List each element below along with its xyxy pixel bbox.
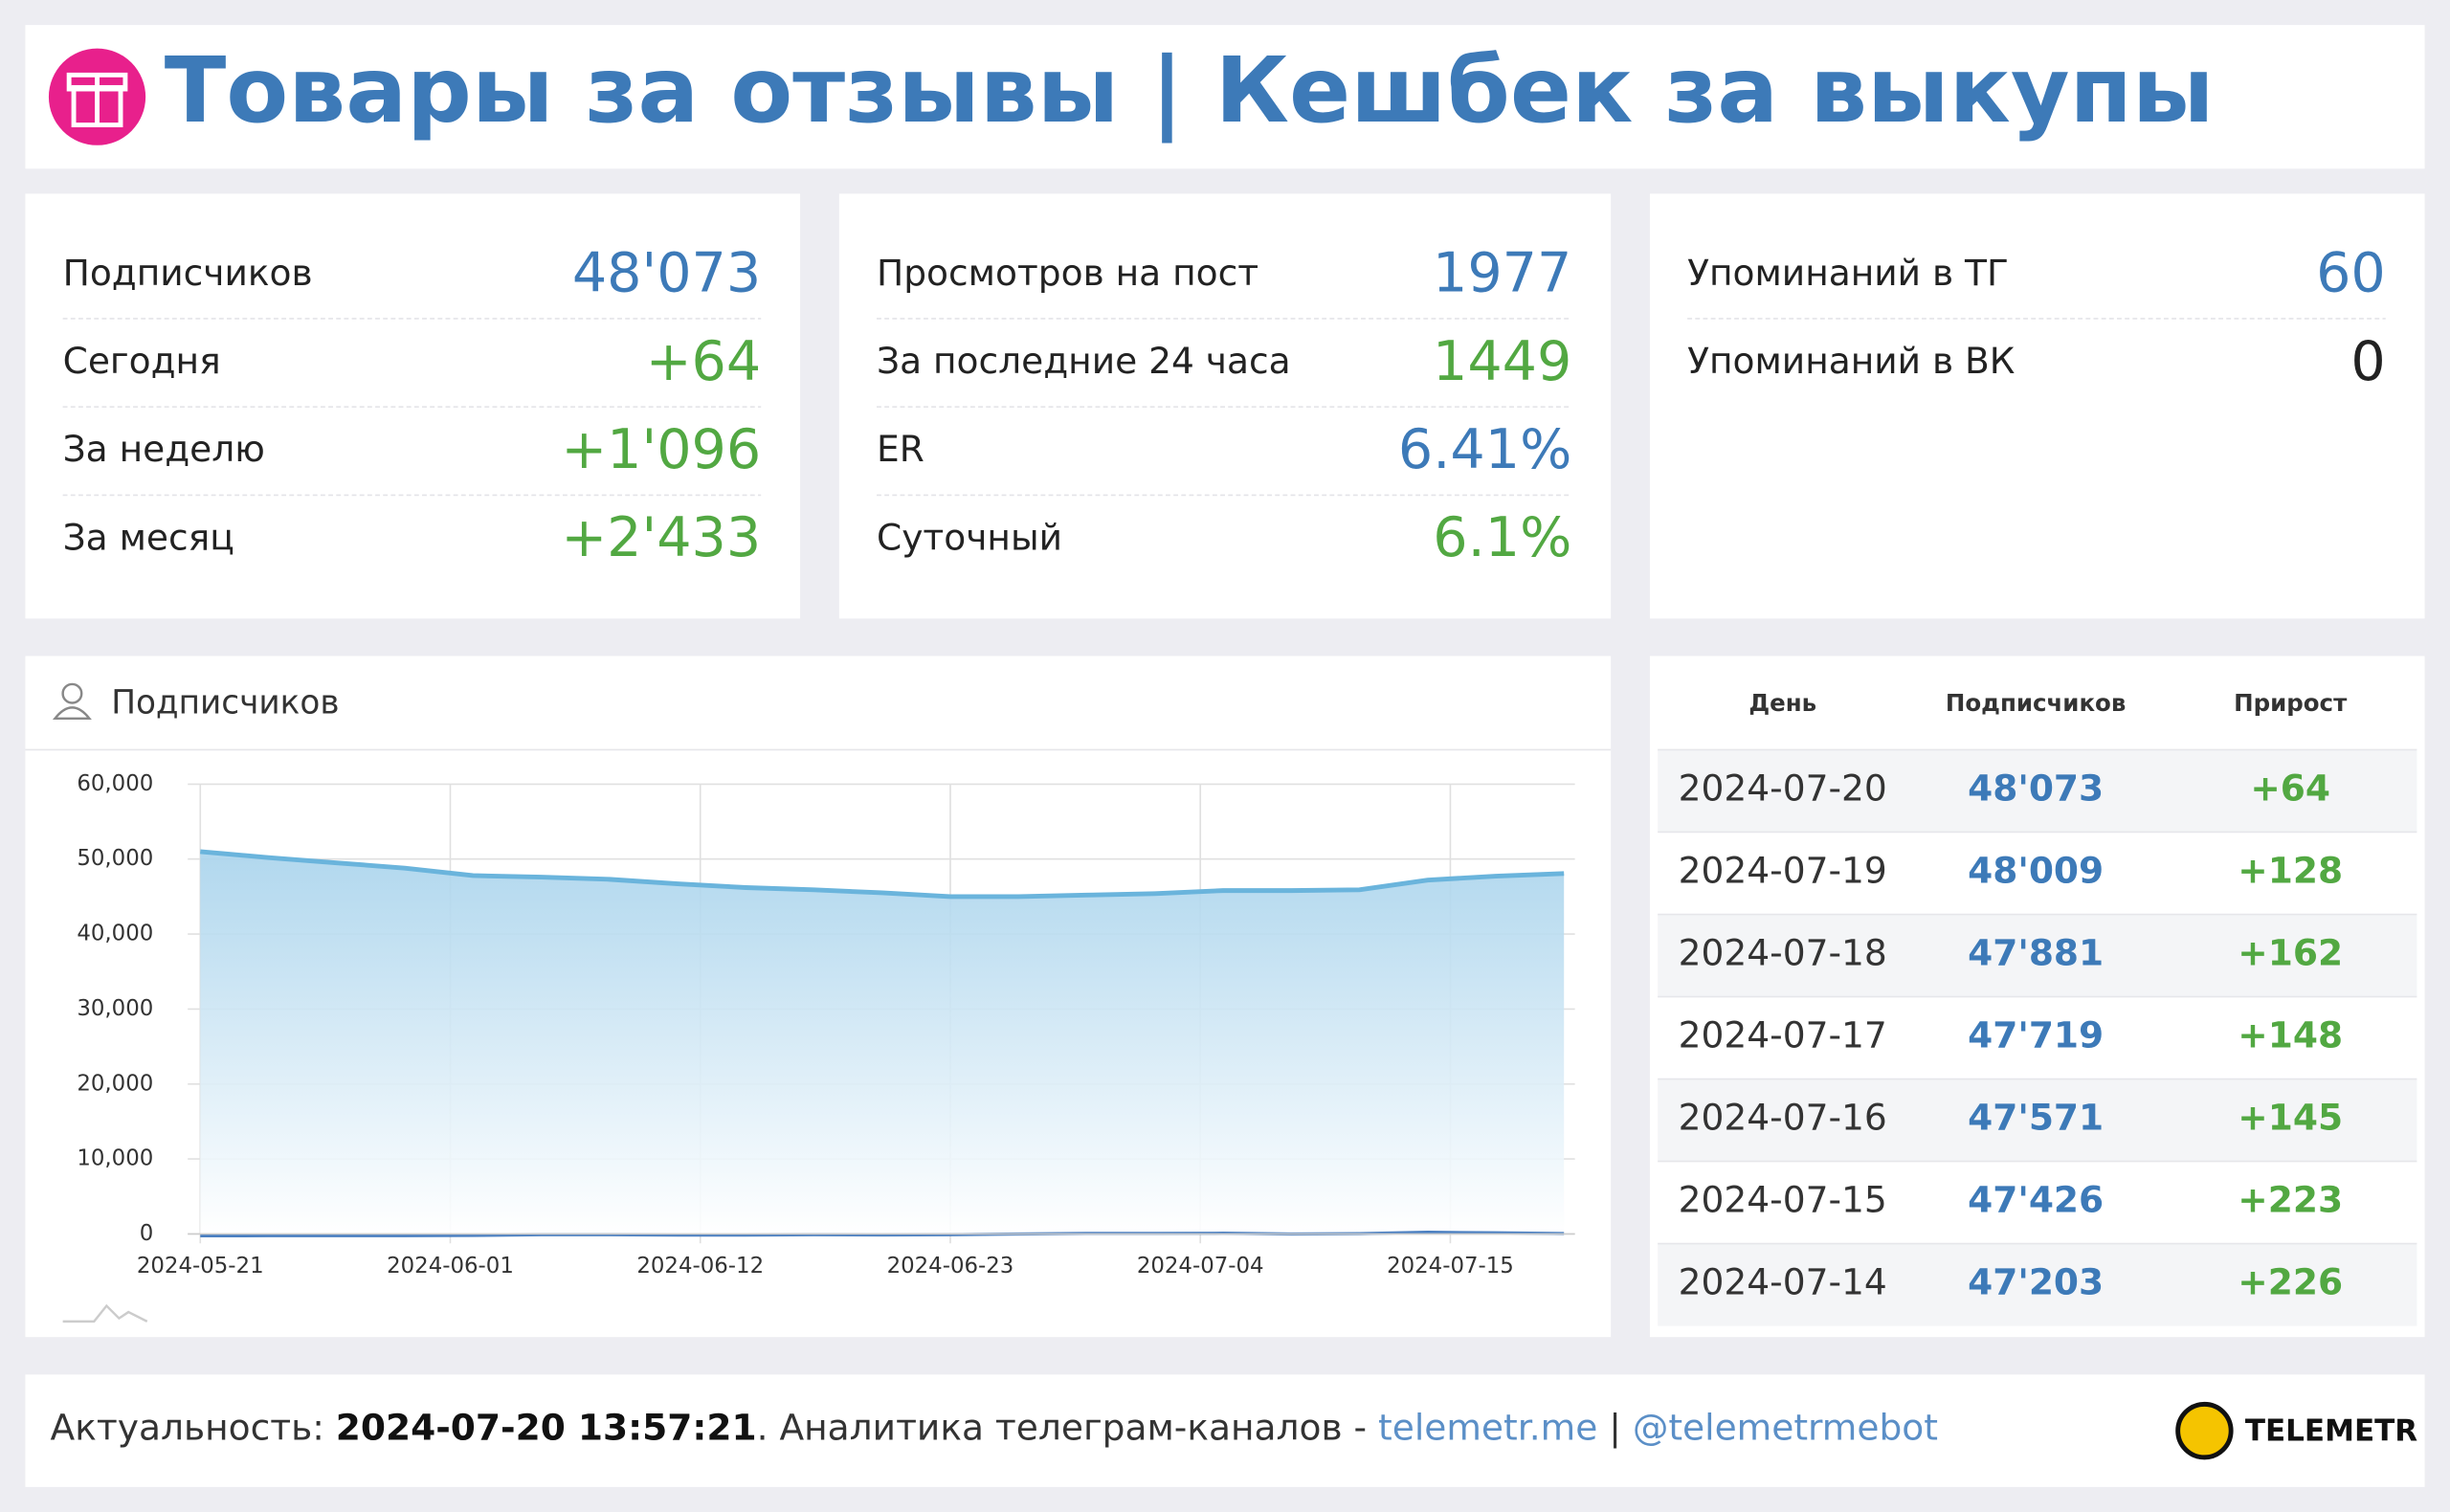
- y-tick-label: 0: [140, 1221, 154, 1246]
- table-cell: +223: [2238, 1179, 2343, 1221]
- table-row: [1658, 914, 2417, 997]
- table-row: [1658, 832, 2417, 915]
- line: [200, 849, 1565, 900]
- table-row: [1658, 1161, 2417, 1244]
- table-cell: 2024-07-17: [1679, 1013, 1887, 1056]
- table-cell: 48'073: [1968, 767, 2104, 809]
- header-panel: [25, 25, 2425, 169]
- chart-title: Подписчиков: [111, 684, 339, 723]
- table-cell: 47'881: [1968, 931, 2104, 973]
- brand-icon: [2175, 1401, 2234, 1460]
- stat-value: 1449: [1433, 330, 1571, 393]
- x-tick-label: 2024-05-21: [137, 1254, 264, 1279]
- users-icon: [61, 682, 83, 704]
- stat-value: 1977: [1433, 242, 1571, 305]
- x-tick-label: 2024-06-12: [636, 1254, 764, 1279]
- y-tick-label: 30,000: [77, 996, 153, 1021]
- x-tick-label: 2024-07-15: [1387, 1254, 1514, 1279]
- table-cell: 2024-07-18: [1679, 931, 1887, 973]
- stat-value: 48'073: [572, 242, 761, 305]
- stat-value: 6.41%: [1398, 418, 1571, 481]
- footer-middle: . Аналитика телеграм-каналов -: [757, 1406, 1378, 1448]
- table-header: День: [1748, 689, 1816, 717]
- stat-value: +2'433: [561, 506, 761, 569]
- stat-value: +1'096: [561, 418, 761, 481]
- stat-card: [25, 193, 801, 619]
- table-cell: 47'426: [1968, 1179, 2104, 1221]
- table-row: [1658, 996, 2417, 1079]
- brand-name: TELEMETR: [2245, 1413, 2417, 1448]
- y-tick-label: 50,000: [77, 846, 153, 871]
- page-title: Товары за отзывы | Кешбек за выкупы: [165, 38, 2215, 144]
- table-cell: +64: [2250, 767, 2330, 809]
- stat-label: За месяц: [63, 516, 234, 558]
- y-tick-label: 40,000: [77, 922, 153, 946]
- x-tick-label: 2024-07-04: [1137, 1254, 1264, 1279]
- table-row: [1658, 1078, 2417, 1162]
- users-icon-body: [52, 706, 92, 721]
- table-cell: 2024-07-19: [1679, 849, 1887, 891]
- table-cell: 2024-07-16: [1679, 1096, 1887, 1138]
- footer-panel: [25, 1374, 2425, 1487]
- table-cell: 48'009: [1968, 849, 2104, 891]
- area: [200, 851, 1565, 1234]
- table-cell: +128: [2238, 849, 2343, 891]
- y-tick-label: 60,000: [77, 771, 153, 796]
- footer-prefix: Актуальность:: [51, 1406, 336, 1448]
- stat-label: Суточный: [877, 516, 1062, 558]
- table-cell: 2024-07-15: [1679, 1179, 1887, 1221]
- table-cell: +148: [2238, 1013, 2343, 1056]
- table-cell: 47'571: [1968, 1096, 2104, 1138]
- table-cell: 2024-07-20: [1679, 767, 1887, 809]
- table-row: [1658, 749, 2417, 833]
- stat-label: Упоминаний в ТГ: [1687, 252, 2009, 294]
- stat-label: За последние 24 часа: [877, 340, 1291, 382]
- y-tick-label: 10,000: [77, 1146, 153, 1171]
- table-header: Подписчиков: [1946, 689, 2126, 717]
- stat-label: Сегодня: [63, 340, 221, 382]
- table-cell: 2024-07-14: [1679, 1261, 1887, 1303]
- stat-value: 6.1%: [1433, 506, 1571, 569]
- table-row: [1658, 1243, 2417, 1326]
- stat-label: Упоминаний в ВК: [1687, 340, 2015, 382]
- table-cell: +226: [2238, 1261, 2343, 1303]
- stat-label: Просмотров на пост: [877, 252, 1258, 294]
- navigator-icon: [62, 1303, 148, 1323]
- table-header: Прирост: [2234, 689, 2348, 717]
- stat-value: +64: [646, 330, 762, 393]
- footer-separator: |: [1597, 1406, 1633, 1448]
- table-cell: +145: [2238, 1096, 2343, 1138]
- footer-link[interactable]: @telemetrmebot: [1633, 1406, 1938, 1448]
- footer-timestamp: 2024-07-20 13:57:21: [336, 1406, 757, 1448]
- table-cell: 47'203: [1968, 1261, 2104, 1303]
- table-cell: +162: [2238, 931, 2343, 973]
- stat-label: Подписчиков: [63, 252, 313, 294]
- x-tick-label: 2024-06-01: [387, 1254, 514, 1279]
- y-tick-label: 20,000: [77, 1071, 153, 1096]
- stat-value: 0: [2350, 330, 2385, 393]
- table-cell: 47'719: [1968, 1013, 2104, 1056]
- stat-card: [1649, 193, 2425, 619]
- stat-label: ER: [877, 428, 924, 470]
- footer-link[interactable]: telemetr.me: [1378, 1406, 1597, 1448]
- stat-value: 60: [2316, 242, 2386, 305]
- x-tick-label: 2024-06-23: [887, 1254, 1014, 1279]
- stat-label: За неделю: [63, 428, 265, 470]
- footer-text: Актуальность: 2024-07-20 13:57:21. Анали…: [51, 1406, 1938, 1448]
